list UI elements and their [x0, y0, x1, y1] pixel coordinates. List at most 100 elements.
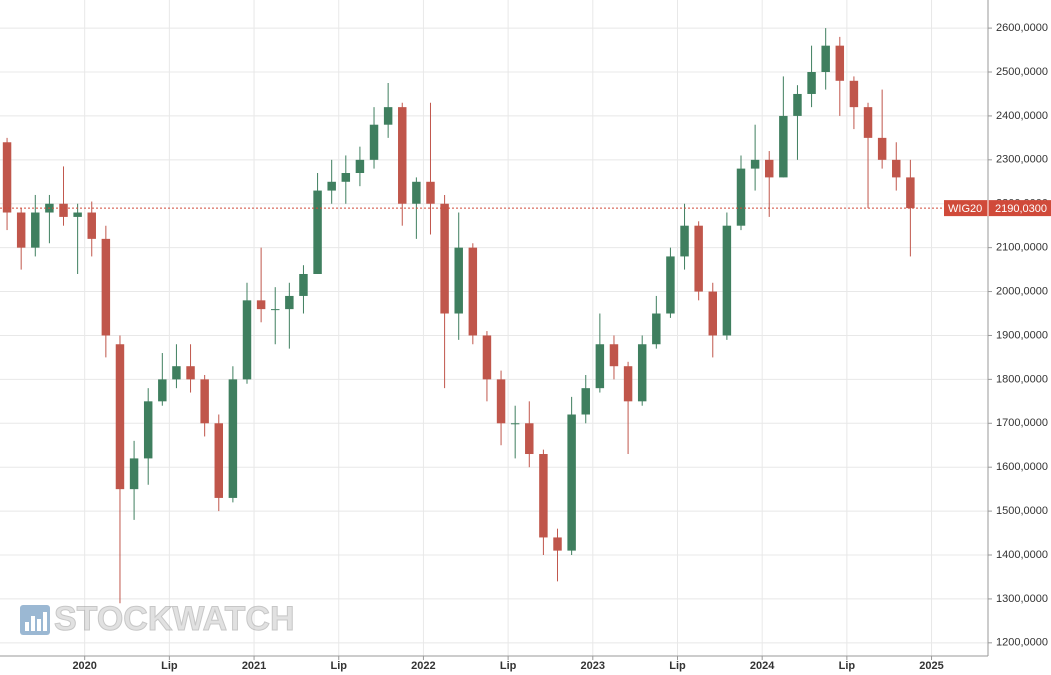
last-price-value: 2190,0300 [995, 203, 1047, 215]
candle-body [553, 537, 562, 551]
candle-body [101, 238, 111, 336]
y-tick-label: 1200,0000 [996, 637, 1048, 649]
candle-body [906, 177, 915, 209]
y-tick-label: 1600,0000 [996, 461, 1048, 473]
y-tick-label: 2500,0000 [996, 66, 1048, 78]
candle-body [327, 181, 336, 191]
candle-body [849, 80, 859, 108]
candle-body [115, 344, 125, 490]
candle-body [228, 379, 238, 498]
candle-body [299, 273, 308, 296]
candle-body [256, 300, 266, 310]
watermark-icon-bar [37, 619, 41, 631]
candle-body [821, 45, 830, 73]
axes: 1200,0000 1300,0000 1400,0000 1500,0000 1600… [72, 22, 1051, 672]
y-tick-label: 2400,0000 [996, 110, 1048, 122]
x-tick-label: 2022 [411, 660, 435, 672]
candle-body [2, 142, 12, 213]
candle-body [637, 344, 647, 402]
candle-body [623, 366, 633, 402]
last-price-name: WIG20 [948, 203, 982, 215]
y-tick-label: 2100,0000 [996, 242, 1048, 254]
watermark-icon-bar [25, 622, 29, 631]
y-tick-label: 1900,0000 [996, 329, 1048, 341]
candle-body [214, 423, 224, 498]
candle-body [539, 454, 548, 538]
watermark-icon-bar [31, 616, 35, 631]
candle-body [16, 212, 26, 248]
candle-body [200, 379, 209, 424]
y-tick-label: 1500,0000 [996, 505, 1048, 517]
x-tick-label: 2021 [242, 660, 266, 672]
candle-body [186, 366, 195, 380]
y-tick-label: 1300,0000 [996, 593, 1048, 605]
candle-body [59, 203, 68, 217]
candle-body [468, 247, 478, 336]
y-tick-label: 1800,0000 [996, 373, 1048, 385]
candle-body [440, 203, 449, 314]
candle-body [510, 423, 520, 425]
candle-body [736, 168, 746, 226]
candle-body [355, 159, 365, 174]
candle-body [129, 458, 139, 490]
candle-body [285, 295, 294, 310]
candle-body [341, 173, 351, 182]
candle-body [270, 309, 280, 311]
candle-body [172, 366, 181, 380]
candle-body [525, 423, 534, 455]
y-tick-label: 2000,0000 [996, 285, 1048, 297]
candle-body [581, 388, 590, 415]
candle-body [313, 190, 322, 274]
candle-body [807, 72, 816, 94]
candle-body [242, 300, 252, 380]
y-tick-label: 2300,0000 [996, 154, 1048, 166]
candle-body [750, 159, 760, 169]
candle-body [412, 181, 421, 204]
candle-body [567, 414, 576, 551]
candle-body [680, 225, 689, 257]
candle-body [793, 93, 802, 116]
candle-body [694, 225, 703, 292]
candle-body [383, 107, 393, 125]
y-tick-label: 1400,0000 [996, 549, 1048, 561]
x-tick-label: Lip [839, 660, 856, 672]
x-tick-label: 2020 [72, 660, 96, 672]
candle-body [609, 344, 619, 367]
candle-body [454, 247, 463, 314]
watermark-icon-bar [43, 612, 47, 631]
candle-body [426, 181, 435, 204]
candle-body [764, 159, 774, 178]
last-price-box [944, 200, 1051, 217]
x-tick-label: Lip [161, 660, 178, 672]
candle-body [892, 159, 901, 178]
x-tick-label: 2025 [919, 660, 943, 672]
x-tick-label: 2023 [581, 660, 605, 672]
x-tick-label: 2024 [750, 660, 775, 672]
watermark: STOCKWATCH [20, 599, 295, 638]
candle-body [863, 107, 873, 138]
watermark-text: STOCKWATCH [54, 600, 295, 638]
candle-body [496, 379, 506, 424]
candle-body [143, 401, 153, 459]
candle-body [779, 115, 788, 178]
y-tick-label: 2600,0000 [996, 22, 1048, 34]
candle-body [31, 212, 40, 248]
candle-body [87, 212, 96, 239]
candle-body [73, 212, 82, 217]
x-tick-label: Lip [500, 660, 517, 672]
candle-body [398, 107, 407, 204]
candles [0, 28, 988, 604]
candle-body [369, 124, 379, 160]
x-tick-label: Lip [669, 660, 686, 672]
candle-body [158, 379, 167, 402]
candle-body [595, 344, 605, 389]
candle-body [877, 137, 887, 160]
candle-body [708, 291, 718, 336]
candle-body [482, 335, 492, 380]
candle-body [835, 45, 845, 81]
candle-body [722, 225, 732, 336]
candle-body [666, 256, 675, 314]
candle-body [652, 313, 661, 345]
x-tick-label: Lip [330, 660, 347, 672]
